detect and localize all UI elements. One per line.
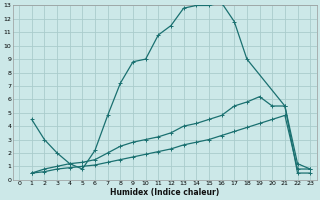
X-axis label: Humidex (Indice chaleur): Humidex (Indice chaleur) [110, 188, 219, 197]
